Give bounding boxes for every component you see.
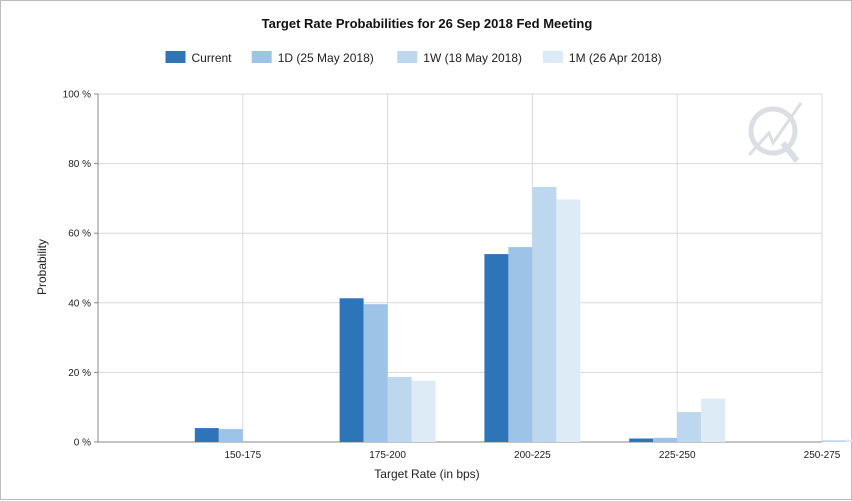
bar — [677, 412, 702, 442]
x-tick-label: 175-200 — [369, 450, 406, 461]
x-tick-label: 250-275 — [804, 450, 841, 461]
bar — [822, 440, 846, 442]
bar — [339, 298, 364, 442]
bar — [484, 254, 509, 442]
y-tick-label: 100 % — [63, 90, 91, 101]
y-tick-label: 20 % — [68, 368, 91, 379]
bar — [629, 438, 654, 442]
y-tick-label: 60 % — [68, 229, 91, 240]
bar — [218, 429, 243, 442]
quikstrike-logo-icon — [747, 102, 803, 163]
y-axis-label: Probability — [35, 239, 49, 295]
y-tick-label: 80 % — [68, 159, 91, 170]
x-tick-label: 200-225 — [514, 450, 551, 461]
x-axis-label: Target Rate (in bps) — [374, 467, 479, 481]
legend-swatch — [251, 51, 272, 63]
bar — [653, 437, 678, 442]
legend-label: 1M (26 Apr 2018) — [569, 51, 662, 65]
legend-swatch — [397, 51, 418, 63]
bar — [508, 247, 533, 442]
y-tick-label: 0 % — [74, 438, 91, 449]
plot-area: 0 % 20 % 40 % 60 % 80 % 100 % 150-175 175-200 20… — [63, 90, 852, 461]
legend-swatch — [542, 51, 563, 63]
legend-label: 1W (18 May 2018) — [423, 51, 522, 65]
y-tick-label: 40 % — [68, 298, 91, 309]
bar — [387, 376, 412, 442]
bar — [194, 428, 219, 442]
legend-label: 1D (25 May 2018) — [278, 51, 374, 65]
bar — [363, 304, 388, 442]
bar — [701, 398, 726, 442]
legend: Current 1D (25 May 2018) 1W (18 May 2018) 1… — [165, 51, 662, 65]
bar — [556, 199, 581, 442]
x-tick-label: 150-175 — [224, 450, 261, 461]
bar — [411, 380, 436, 442]
bar — [532, 186, 557, 442]
bar — [846, 439, 852, 442]
chart-title: Target Rate Probabilities for 26 Sep 201… — [262, 16, 593, 31]
legend-swatch — [165, 51, 186, 63]
x-tick-label: 225-250 — [659, 450, 696, 461]
legend-label: Current — [192, 51, 233, 65]
